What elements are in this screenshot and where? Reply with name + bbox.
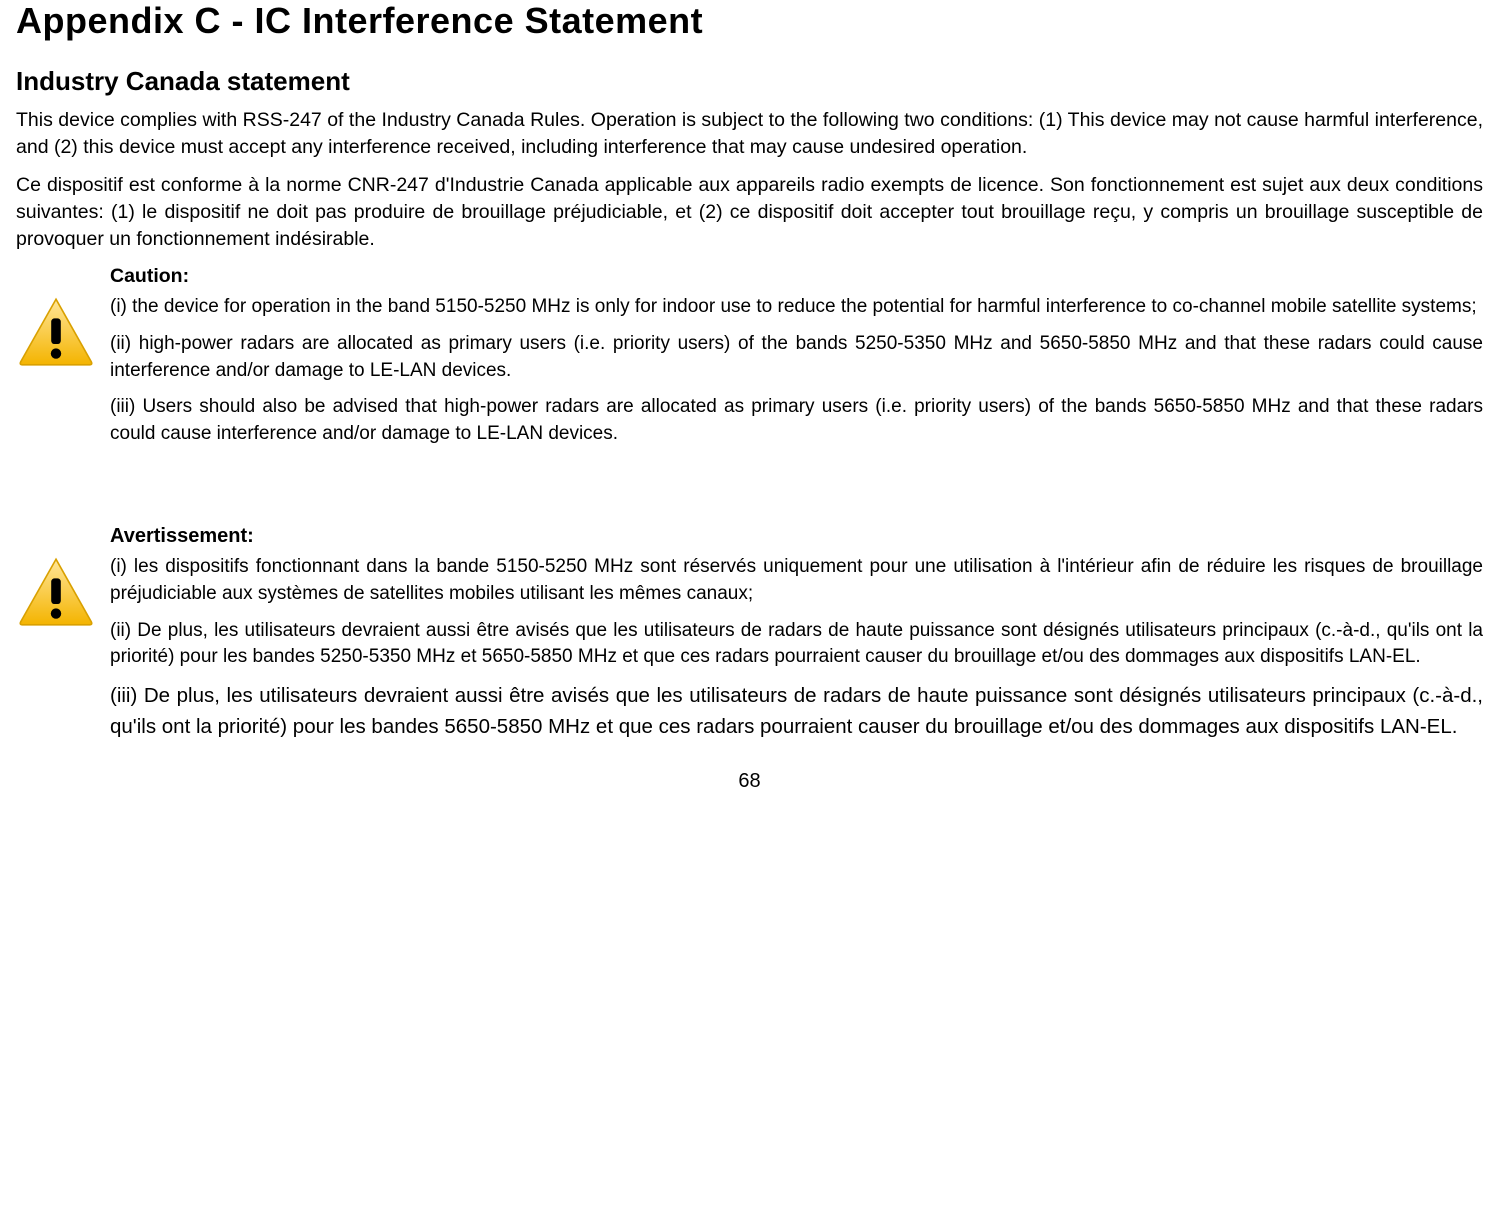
caution-text-wrap: (i) the device for operation in the band… [110,294,1483,394]
caution-item-3: (iii) Users should also be advised that … [110,394,1483,447]
intro-paragraph-fr: Ce dispositif est conforme à la norme CN… [16,172,1483,254]
caution-label: Caution: [110,265,1483,288]
caution-item-1: (i) the device for operation in the band… [110,294,1483,321]
caution-content: (i) the device for operation in the band… [16,294,1483,394]
section-subtitle: Industry Canada statement [16,66,1483,97]
intro-paragraph-en: This device complies with RSS-247 of the… [16,107,1483,162]
avertissement-section: Avertissement: (i) les dispositifs fonct… [16,525,1483,742]
page-number: 68 [16,770,1483,793]
caution-section: Caution: (i) the device for operation in… [16,265,1483,447]
avertissement-content: (i) les dispositifs fonctionnant dans la… [16,554,1483,680]
avertissement-item-2: (ii) De plus, les utilisateurs devraient… [110,618,1483,671]
warning-triangle-icon [16,556,96,628]
avertissement-item-3: (iii) De plus, les utilisateurs devraien… [110,681,1483,743]
caution-item-2: (ii) high-power radars are allocated as … [110,331,1483,384]
page-title: Appendix C - IC Interference Statement [16,0,1483,42]
section-spacer [16,457,1483,513]
avertissement-item-1: (i) les dispositifs fonctionnant dans la… [110,554,1483,607]
avertissement-text-wrap: (i) les dispositifs fonctionnant dans la… [110,554,1483,680]
warning-triangle-icon [16,296,96,368]
avertissement-label: Avertissement: [110,525,1483,548]
